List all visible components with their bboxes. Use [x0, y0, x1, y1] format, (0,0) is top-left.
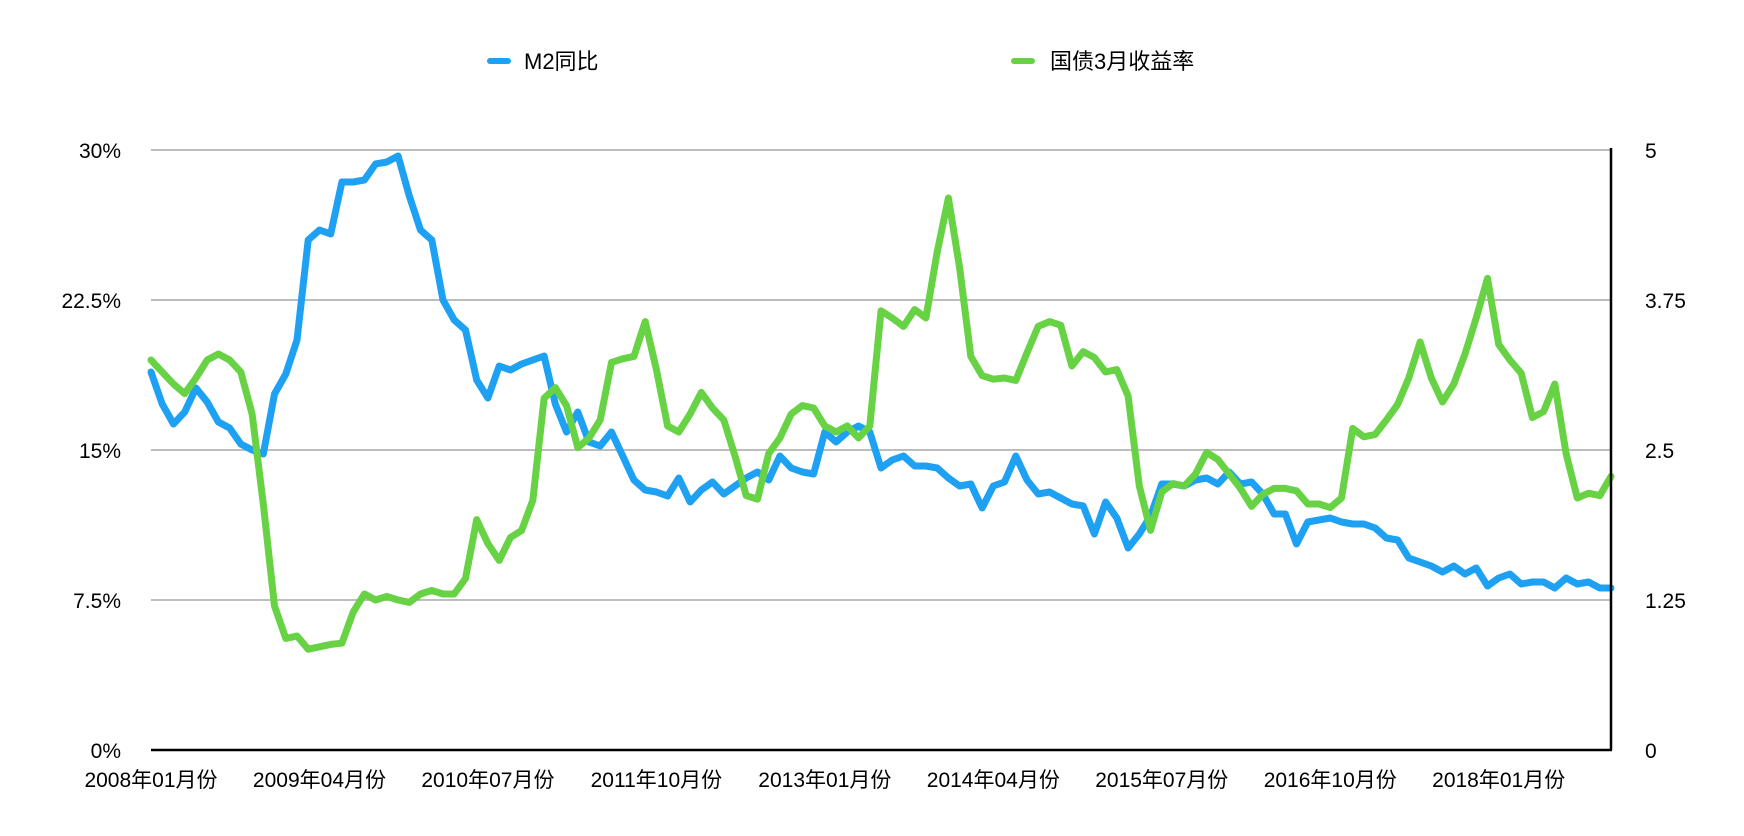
y-left-tick-label: 0%: [91, 740, 121, 763]
y-left-tick-label: 30%: [79, 140, 121, 163]
y-left-tick-label: 7.5%: [73, 590, 121, 613]
x-axis: 2008年01月份 2009年04月份 2010年07月份 2011年10月份 2013…: [84, 769, 1565, 792]
y-right-tick-label: 0: [1645, 740, 1657, 763]
y-right-tick-label: 2.5: [1645, 440, 1674, 463]
y-axis-left: 0% 7.5% 15% 22.5% 30%: [61, 140, 121, 763]
x-tick-label: 2015年07月份: [1095, 769, 1228, 792]
y-left-tick-label: 15%: [79, 440, 121, 463]
legend: M2同比 国债3月收益率: [487, 49, 1194, 74]
series-line-1: [147, 194, 1615, 653]
x-tick-label: 2008年01月份: [84, 769, 217, 792]
legend-label-m2: M2同比: [524, 49, 599, 74]
x-tick-label: 2018年01月份: [1432, 769, 1565, 792]
x-tick-label: 2014年04月份: [927, 769, 1060, 792]
x-tick-label: 2010年07月份: [421, 769, 554, 792]
y-axis-right: 0 1.25 2.5 3.75 5: [1645, 140, 1686, 763]
legend-label-treasury-3m: 国债3月收益率: [1050, 49, 1194, 74]
gridlines: [151, 149, 1611, 601]
axis-lines: [151, 148, 1613, 752]
y-left-tick-label: 22.5%: [61, 290, 121, 313]
series-lines: [147, 152, 1615, 653]
x-tick-label: 2011年10月份: [591, 769, 723, 792]
y-right-tick-label: 3.75: [1645, 290, 1686, 313]
x-tick-label: 2016年10月份: [1264, 769, 1397, 792]
y-right-tick-label: 1.25: [1645, 590, 1686, 613]
series-line-0: [147, 152, 1615, 592]
x-tick-label: 2013年01月份: [758, 769, 891, 792]
x-tick-label: 2009年04月份: [253, 769, 386, 792]
y-right-tick-label: 5: [1645, 140, 1657, 163]
